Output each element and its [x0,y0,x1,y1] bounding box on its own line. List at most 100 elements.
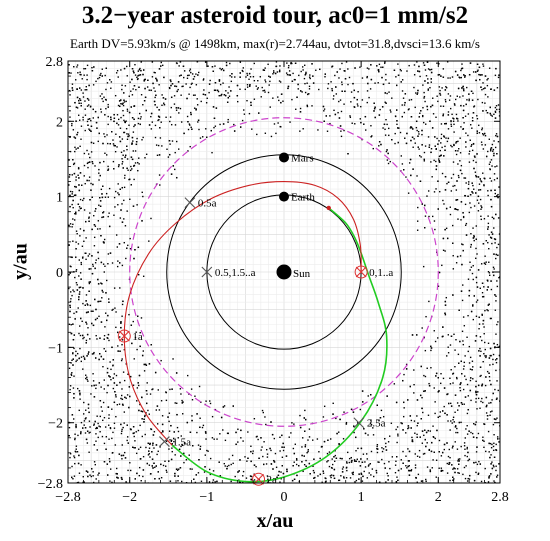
asteroid-dot [178,448,181,451]
asteroid-dot [460,164,463,167]
asteroid-dot [291,479,294,482]
asteroid-dot [483,184,485,187]
asteroid-dot [302,128,304,130]
asteroid-dot [134,124,136,126]
asteroid-dot [114,145,116,147]
asteroid-dot [98,168,100,171]
asteroid-dot [112,431,114,434]
asteroid-dot [338,443,340,445]
asteroid-dot [130,156,133,158]
asteroid-dot [387,475,389,477]
asteroid-dot [370,136,372,138]
asteroid-dot [443,448,445,451]
asteroid-dot [462,117,464,119]
asteroid-dot [158,477,161,480]
asteroid-dot [72,218,74,220]
asteroid-dot [123,241,125,244]
asteroid-dot [111,262,114,264]
asteroid-dot [485,450,487,453]
asteroid-dot [130,90,132,92]
asteroid-dot [468,430,470,432]
asteroid-dot [308,88,311,90]
asteroid-dot [437,416,439,418]
asteroid-dot [95,308,97,311]
asteroid-dot [148,450,150,452]
asteroid-dot [486,279,489,282]
asteroid-dot [414,432,416,434]
x-tick-label: 0 [281,490,288,505]
asteroid-dot [257,438,259,441]
asteroid-dot [493,217,495,220]
asteroid-dot [253,62,255,65]
asteroid-dot [458,176,460,179]
asteroid-dot [429,120,431,122]
asteroid-dot [86,442,89,444]
asteroid-dot [490,447,493,449]
asteroid-dot [110,81,113,83]
asteroid-dot [149,442,151,445]
asteroid-dot [71,191,74,193]
asteroid-dot [113,373,116,375]
asteroid-dot [379,108,381,111]
asteroid-dot [332,98,335,100]
asteroid-dot [410,419,413,422]
asteroid-dot [431,127,434,129]
asteroid-dot [129,395,131,398]
asteroid-dot [155,444,158,446]
asteroid-dot [272,70,275,72]
asteroid-dot [213,126,215,129]
asteroid-dot [106,154,108,156]
asteroid-dot [78,472,81,474]
asteroid-dot [337,111,339,114]
asteroid-dot [456,117,458,120]
asteroid-dot [490,473,492,475]
asteroid-dot [156,106,158,109]
asteroid-dot [403,104,406,106]
asteroid-dot [175,62,178,64]
asteroid-dot [409,469,411,472]
asteroid-dot [88,432,90,434]
asteroid-dot [164,98,167,100]
asteroid-dot [399,131,402,134]
marker-label-4: 1.5a [172,437,191,449]
asteroid-dot [424,80,426,82]
asteroid-dot [163,103,166,106]
asteroid-dot [197,119,200,121]
asteroid-dot [409,127,412,129]
asteroid-dot [355,479,358,482]
asteroid-dot [495,134,497,137]
asteroid-dot [87,475,89,478]
asteroid-dot [207,65,209,67]
asteroid-dot [80,421,83,424]
asteroid-dot [410,98,413,101]
asteroid-dot [487,222,490,225]
asteroid-dot [218,461,220,463]
asteroid-dot [305,418,307,421]
asteroid-dot [375,472,378,474]
asteroid-dot [429,469,431,471]
asteroid-dot [372,427,374,429]
asteroid-dot [455,113,458,116]
asteroid-dot [75,354,77,357]
asteroid-dot [152,467,154,469]
asteroid-dot [466,86,468,89]
asteroid-dot [323,405,326,408]
asteroid-dot [71,174,73,176]
asteroid-dot [85,374,87,376]
asteroid-dot [470,377,472,379]
asteroid-dot [217,90,220,93]
asteroid-dot [286,73,289,76]
asteroid-dot [273,461,276,463]
asteroid-dot [137,246,140,249]
asteroid-dot [470,243,472,246]
asteroid-dot [451,464,453,466]
asteroid-dot [127,135,129,138]
asteroid-dot [262,69,265,71]
asteroid-dot [438,439,441,442]
asteroid-dot [453,421,455,423]
asteroid-dot [446,61,449,63]
asteroid-dot [188,70,191,72]
asteroid-dot [455,339,457,341]
asteroid-dot [133,72,135,74]
asteroid-dot [86,179,88,182]
